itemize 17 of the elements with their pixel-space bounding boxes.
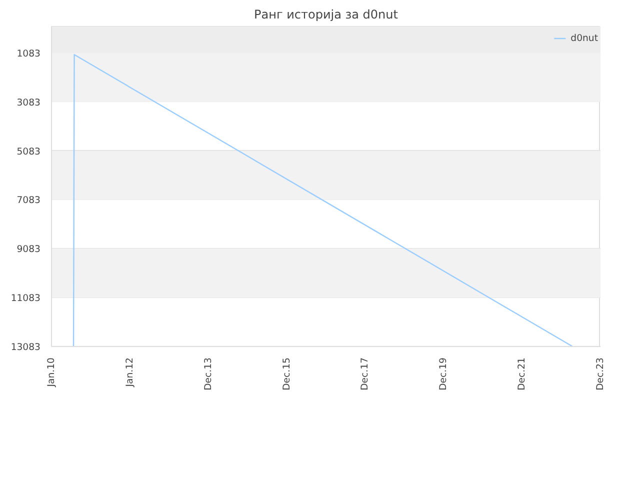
x-tick-label: Dec.13 <box>202 357 214 390</box>
x-tick-label: Dec.17 <box>360 357 371 390</box>
y-tick-label: 13083 <box>10 342 41 353</box>
x-tick-label: Jan.10 <box>46 357 57 388</box>
x-tick-label: Dec.19 <box>438 357 450 390</box>
y-tick-label: 1083 <box>16 48 41 60</box>
x-tick-label: Jan.12 <box>124 357 136 388</box>
x-tick-label: Dec.15 <box>281 357 292 390</box>
y-tick-label: 7083 <box>16 195 41 206</box>
chart-title: Ранг историја за d0nut <box>254 8 398 22</box>
y-tick-label: 11083 <box>10 293 41 304</box>
legend-label: d0nut <box>570 32 598 44</box>
y-tick-label: 3083 <box>16 97 41 108</box>
x-tick-label: Dec.21 <box>516 357 528 390</box>
y-tick-label: 9083 <box>16 244 41 256</box>
y-tick-label: 5083 <box>16 146 41 158</box>
x-tick-label: Dec.23 <box>595 357 606 390</box>
